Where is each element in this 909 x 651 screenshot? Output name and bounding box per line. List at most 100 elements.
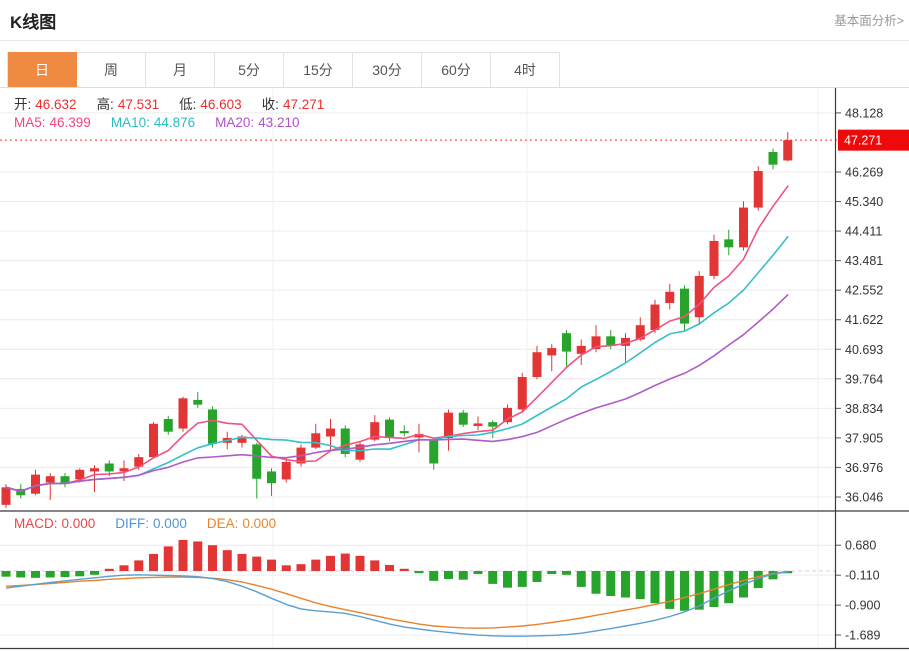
macd-bar xyxy=(385,564,394,571)
candle-body xyxy=(606,336,616,346)
diff-line xyxy=(5,571,788,637)
candle-body xyxy=(90,468,99,472)
tab-60min[interactable]: 60分 xyxy=(422,52,491,87)
macd-bar xyxy=(296,564,306,571)
tab-4hour[interactable]: 4时 xyxy=(491,52,560,87)
candle-body xyxy=(576,345,586,354)
candle-body xyxy=(768,151,778,165)
candle-body xyxy=(75,469,85,480)
tab-week[interactable]: 周 xyxy=(77,52,146,87)
candle-body xyxy=(178,398,188,429)
macd-bar xyxy=(340,553,350,571)
macd-bar xyxy=(237,553,247,571)
tab-5min[interactable]: 5分 xyxy=(215,52,284,87)
macd-axis-label: -1.689 xyxy=(845,629,880,643)
tabbar-divider xyxy=(0,87,909,88)
current-price-badge xyxy=(838,129,909,151)
candle-body xyxy=(119,468,129,472)
macd-bar xyxy=(281,565,291,571)
candle-body xyxy=(149,423,158,458)
candle-body xyxy=(783,140,793,161)
macd-bar xyxy=(562,571,571,575)
fundamental-analysis-link[interactable]: 基本面分析> xyxy=(834,14,904,28)
macd-bar xyxy=(429,571,439,581)
candle-body xyxy=(414,433,424,438)
title-bar: K线图 基本面分析> xyxy=(0,0,909,41)
candle-body xyxy=(724,239,734,248)
price-axis-label: 46.269 xyxy=(845,166,883,180)
macd-bar xyxy=(355,555,365,571)
candle-body xyxy=(134,457,144,467)
macd-bar xyxy=(724,571,734,604)
candle-body xyxy=(281,461,291,480)
ma5-line xyxy=(5,185,789,493)
candle-body xyxy=(739,207,748,248)
candle-body xyxy=(680,288,689,324)
candle-body xyxy=(399,431,409,434)
macd-bar xyxy=(680,571,689,611)
candle-body xyxy=(193,399,203,405)
macd-bar xyxy=(458,571,468,580)
candle-body xyxy=(650,304,660,330)
candle-body xyxy=(385,419,394,439)
candle-body xyxy=(665,291,675,303)
candle-body xyxy=(532,352,542,378)
macd-bar xyxy=(193,541,203,571)
period-tab-bar: 日周月 5分 15分 30分 60分 4时 xyxy=(7,52,560,87)
candle-body xyxy=(488,422,498,427)
dea-line xyxy=(5,570,788,629)
candle-body xyxy=(709,240,719,276)
price-axis-label: 43.481 xyxy=(845,254,883,268)
macd-bar xyxy=(208,545,217,571)
candle-body xyxy=(104,463,114,472)
tab-15min[interactable]: 15分 xyxy=(284,52,353,87)
price-axis-label: 36.046 xyxy=(845,491,883,505)
macd-bar xyxy=(591,571,601,594)
macd-bar xyxy=(473,571,483,575)
macd-bar xyxy=(650,571,660,604)
ma10-line xyxy=(5,236,789,493)
candle-body xyxy=(1,487,11,505)
macd-axis-label: 0.680 xyxy=(845,539,876,553)
candle-body xyxy=(635,325,645,340)
macd-bar xyxy=(75,571,85,577)
macd-bar xyxy=(606,571,616,597)
macd-bar xyxy=(665,571,675,609)
macd-bar xyxy=(16,571,26,578)
price-axis-label: 39.764 xyxy=(845,372,883,386)
ma20-line xyxy=(5,293,789,493)
price-axis-label: 42.552 xyxy=(845,284,883,298)
macd-axis-label: -0.900 xyxy=(845,599,880,613)
candle-body xyxy=(208,409,217,444)
page-header: K线图 基本面分析> 日周月 5分 15分 30分 60分 4时 xyxy=(0,0,909,88)
price-axis-label: 36.976 xyxy=(845,461,883,475)
tab-month[interactable]: 月 xyxy=(146,52,215,87)
candle-body xyxy=(60,476,70,485)
macd-axis-label: -0.110 xyxy=(845,569,880,583)
candle-body xyxy=(621,337,630,346)
macd-bar xyxy=(1,571,11,577)
candle-body xyxy=(340,428,350,454)
macd-bar xyxy=(532,571,542,582)
macd-bar xyxy=(31,571,40,578)
candle-body xyxy=(252,444,262,479)
tab-30min[interactable]: 30分 xyxy=(353,52,422,87)
current-price-badge-text: 47.271 xyxy=(844,134,882,148)
price-axis-label: 41.622 xyxy=(845,313,883,327)
macd-bar xyxy=(414,571,424,574)
candle-body xyxy=(31,474,40,494)
macd-bar xyxy=(753,571,763,589)
macd-bar xyxy=(326,555,335,571)
candle-body xyxy=(267,471,276,484)
macd-bar xyxy=(370,560,380,571)
price-axis-label: 48.128 xyxy=(845,106,883,120)
macd-bar xyxy=(45,571,55,578)
candle-body xyxy=(562,333,571,352)
tab-day[interactable]: 日 xyxy=(8,52,77,87)
candle-body xyxy=(429,439,439,464)
price-axis-label: 38.834 xyxy=(845,402,883,416)
candle-body xyxy=(694,275,704,318)
macd-bar xyxy=(104,568,114,571)
macd-bar xyxy=(503,571,512,588)
